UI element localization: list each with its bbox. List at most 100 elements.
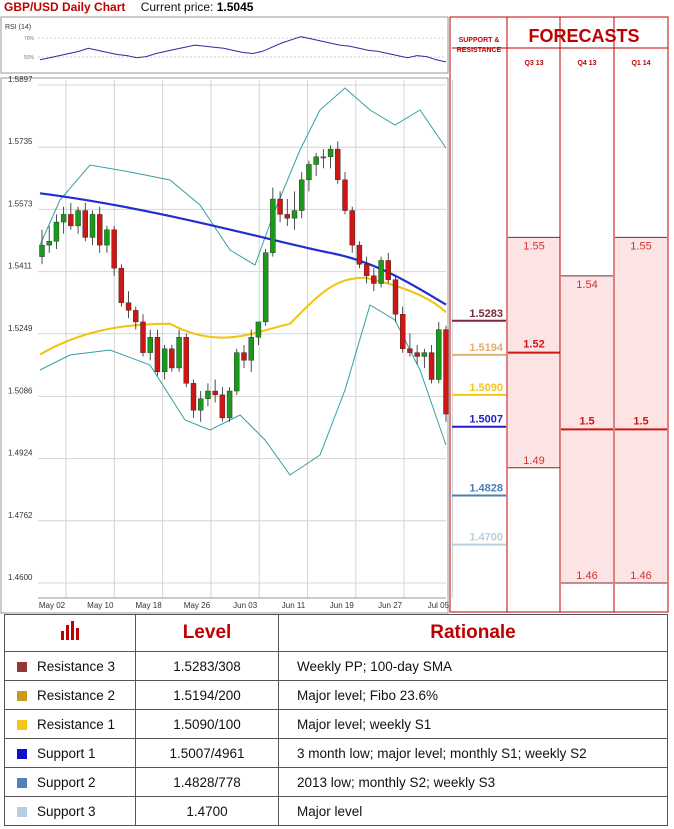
candle-body [111,229,117,269]
quarter-label: Q1 14 [631,60,651,67]
candle-body [154,337,161,373]
forecast-high-label: 1.55 [630,240,651,252]
level-rationale: Weekly PP; 100-day SMA [278,651,668,681]
table-row: Resistance 3 1.5283/308 Weekly PP; 100-d… [4,651,668,681]
level-swatch [17,661,27,672]
candle-body [291,210,298,219]
bar-chart-icon [61,621,79,640]
candle-body [327,148,334,158]
candle-body [371,275,377,284]
candle-body [190,383,197,411]
forecast-mid-label: 1.5 [579,415,594,427]
level-name: Support 2 [37,774,96,790]
level-name: Resistance 3 [37,658,116,674]
sma-50-line [39,276,447,356]
candle-body [140,321,146,353]
price-panel [0,77,449,614]
level-rationale: Major level; weekly S1 [278,709,668,739]
rsi-line [39,36,447,63]
level-rationale: 2013 low; monthly S2; weekly S3 [278,767,668,797]
level-swatch [17,777,27,788]
candle-body [176,337,182,369]
candle-body [118,267,125,303]
forecast-range [615,237,667,584]
candle-body [147,337,153,353]
candle-body [241,352,247,361]
rsi-level-label: 70% [24,36,35,42]
candle-body [421,352,428,357]
candle-body [270,198,276,253]
level-rationale: 3 month low; major level; monthly S1; we… [278,738,668,768]
level-name: Support 1 [37,745,96,761]
chart-title: GBP/USD Daily Chart [4,0,126,14]
y-tick-label: 1.5735 [8,137,33,146]
candle-body [39,244,45,257]
y-tick-label: 1.5573 [8,199,33,208]
forecast-low-label: 1.49 [523,455,544,467]
candle-body [104,229,110,246]
chart-header: GBP/USD Daily Chart Current price: 1.504… [4,0,253,14]
candle-body [133,310,139,323]
candle-body [212,390,218,396]
bollinger-lower-band [39,304,447,476]
y-tick-label: 1.4600 [8,573,33,582]
chart-area: RSI (14) 70% 50% 1.5897 1.5735 1.5573 1.5411 1.… [0,16,669,614]
candle-body [248,337,254,361]
levels-table: Level Rationale Resistance 3 1.5283/308 … [4,614,668,826]
level-name-cell: Support 3 [4,796,136,826]
candle-body [392,279,399,315]
forecast-mid-label: 1.5 [633,415,648,427]
table-header-icon-cell [4,614,136,652]
quarter-label: Q4 13 [577,60,597,67]
sr-title-line2: RESISTANCE [456,46,502,54]
table-row: Support 1 1.5007/4961 3 month low; major… [4,738,668,768]
forecast-low-label: 1.46 [576,570,597,582]
forecast-mid-label: 1.52 [523,339,544,351]
candle-body [436,329,442,380]
candle-body [385,260,391,280]
level-name-cell: Resistance 2 [4,680,136,710]
forecasts-title: FORECASTS [528,26,640,46]
forecast-high-label: 1.55 [523,240,544,252]
level-name-cell: Support 2 [4,767,136,797]
candle-body [363,264,370,277]
level-value: 1.5007/4961 [135,738,279,768]
sr-title-line1: SUPPORT & [458,37,500,44]
level-name: Resistance 1 [37,716,116,732]
level-value: 1.4828/778 [135,767,279,797]
x-tick-label: Jun 03 [233,601,258,610]
level-rationale: Major level; Fibo 23.6% [278,680,668,710]
x-tick-label: Jul 05 [428,601,450,610]
level-value: 1.4700 [135,796,279,826]
rsi-panel [0,16,449,74]
rsi-label: RSI (14) [5,24,31,31]
candle-body [183,337,189,384]
candle-body [53,221,60,242]
sr-level-label: 1.5007 [469,414,503,426]
candle-body [378,260,384,284]
candle-body [428,352,435,380]
candle-body [349,210,355,246]
candle-body [161,348,168,373]
candle-body [82,210,88,238]
y-tick-label: 1.5086 [8,386,33,395]
y-tick-label: 1.4924 [8,449,33,458]
table-row: Resistance 2 1.5194/200 Major level; Fib… [4,680,668,710]
sr-level-label: 1.5283 [469,308,503,320]
x-tick-label: May 18 [135,601,162,610]
candle-body [284,214,290,219]
x-tick-label: Jun 19 [330,601,355,610]
level-swatch [17,690,27,701]
candle-body [89,214,96,238]
candle-body [255,321,262,338]
candle-body [443,329,449,415]
level-rationale: Major level [278,796,668,826]
candle-body [46,241,52,246]
sr-level-label: 1.4700 [469,532,503,544]
level-value: 1.5283/308 [135,651,279,681]
level-swatch [17,719,27,730]
candle-body [400,314,406,349]
candle-body [407,348,413,353]
x-tick-label: May 02 [39,601,66,610]
price-label: Current price: [140,0,214,14]
